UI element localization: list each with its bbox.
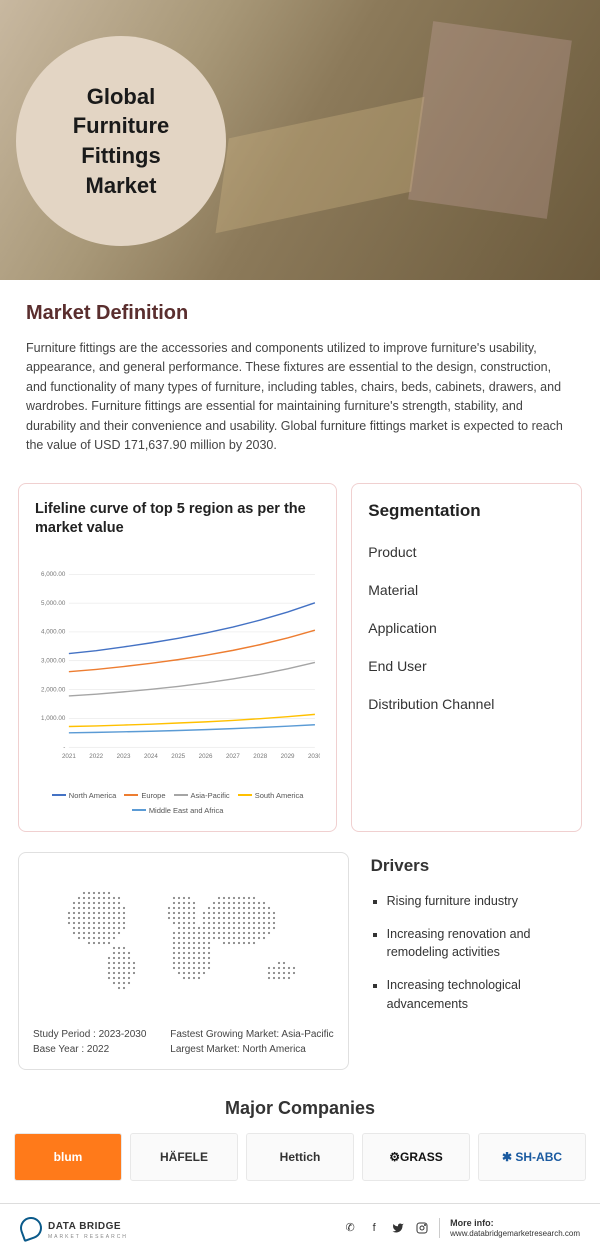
company-logo: HÄFELE <box>130 1133 238 1181</box>
more-info-url: www.databridgemarketresearch.com <box>450 1229 580 1238</box>
segmentation-card: Segmentation Product Material Application E… <box>351 483 582 832</box>
more-info: More info: www.databridgemarketresearch.… <box>439 1218 580 1238</box>
segmentation-item: Product <box>368 544 565 560</box>
title-line-2: Furniture Fittings <box>73 113 170 168</box>
driver-item: Rising furniture industry <box>387 892 578 911</box>
lifeline-chart-card: Lifeline curve of top 5 region as per th… <box>18 483 337 832</box>
legend-item: Europe <box>124 791 165 800</box>
definition-heading: Market Definition <box>26 302 574 325</box>
company-logos-row: blumHÄFELEHettich⚙GRASS✱ SH-ABC <box>0 1133 600 1203</box>
svg-text:2028: 2028 <box>253 753 267 760</box>
page-title: Global Furniture Fittings Market <box>36 82 206 201</box>
largest-market: Largest Market: North America <box>170 1042 333 1057</box>
chart-title: Lifeline curve of top 5 region as per th… <box>35 500 320 538</box>
drivers-heading: Drivers <box>371 856 578 876</box>
legend-item: South America <box>238 791 304 800</box>
line-chart: - 1,000.00 2,000.00 3,000.00 4,000.00 5,000.0… <box>35 552 320 815</box>
map-info-right: Fastest Growing Market: Asia-Pacific Lar… <box>170 1027 333 1057</box>
svg-text:2026: 2026 <box>199 753 213 760</box>
hero-banner: Global Furniture Fittings Market <box>0 0 600 280</box>
companies-heading: Major Companies <box>0 1090 600 1133</box>
svg-text:4,000.00: 4,000.00 <box>41 629 66 636</box>
company-logo: Hettich <box>246 1133 354 1181</box>
study-period: Study Period : 2023-2030 <box>33 1027 146 1042</box>
title-line-3: Market <box>86 173 157 198</box>
svg-text:2021: 2021 <box>62 753 76 760</box>
map-info-left: Study Period : 2023-2030 Base Year : 202… <box>33 1027 146 1057</box>
segmentation-item: End User <box>368 658 565 674</box>
hero-title-circle: Global Furniture Fittings Market <box>16 36 226 246</box>
more-info-label: More info: <box>450 1218 580 1229</box>
chart-segmentation-row: Lifeline curve of top 5 region as per th… <box>0 473 600 842</box>
brand-sub: MARKET RESEARCH <box>48 1234 128 1240</box>
legend-item: Asia-Pacific <box>174 791 230 800</box>
title-line-1: Global <box>87 84 155 109</box>
footer: DATA BRIDGE MARKET RESEARCH ✆ f More inf… <box>0 1203 600 1260</box>
svg-text:1,000.00: 1,000.00 <box>41 715 66 722</box>
company-logo: ✱ SH-ABC <box>478 1133 586 1181</box>
chart-svg: - 1,000.00 2,000.00 3,000.00 4,000.00 5,000.0… <box>35 552 320 782</box>
segmentation-heading: Segmentation <box>368 500 565 522</box>
world-map-svg <box>43 872 323 1012</box>
svg-text:3,000.00: 3,000.00 <box>41 657 66 664</box>
segmentation-list: Product Material Application End User Distri… <box>368 536 565 712</box>
footer-brand: DATA BRIDGE MARKET RESEARCH <box>20 1216 128 1240</box>
segmentation-item: Material <box>368 582 565 598</box>
legend-item: Middle East and Africa <box>132 806 224 815</box>
svg-text:2023: 2023 <box>117 753 131 760</box>
driver-item: Increasing technological advancements <box>387 976 578 1014</box>
segmentation-item: Distribution Channel <box>368 696 565 712</box>
brand-text: DATA BRIDGE MARKET RESEARCH <box>48 1216 128 1240</box>
driver-item: Increasing renovation and remodeling act… <box>387 925 578 963</box>
base-year: Base Year : 2022 <box>33 1042 146 1057</box>
map-drivers-row: Study Period : 2023-2030 Base Year : 202… <box>0 842 600 1090</box>
svg-text:2027: 2027 <box>226 753 240 760</box>
whatsapp-icon[interactable]: ✆ <box>343 1221 357 1235</box>
definition-text: Furniture fittings are the accessories a… <box>26 339 574 455</box>
svg-text:2022: 2022 <box>89 753 103 760</box>
fastest-market: Fastest Growing Market: Asia-Pacific <box>170 1027 333 1042</box>
definition-section: Market Definition Furniture fittings are… <box>0 280 600 473</box>
map-info-row: Study Period : 2023-2030 Base Year : 202… <box>33 1027 334 1057</box>
chart-legend: North America Europe Asia-Pacific South Ame… <box>35 791 320 815</box>
instagram-icon[interactable] <box>415 1221 429 1235</box>
brand-logo-icon <box>17 1214 45 1242</box>
svg-text:-: - <box>63 744 65 751</box>
twitter-icon[interactable] <box>391 1221 405 1235</box>
svg-text:2025: 2025 <box>171 753 185 760</box>
legend-item: North America <box>52 791 117 800</box>
svg-text:2,000.00: 2,000.00 <box>41 686 66 693</box>
world-map-card: Study Period : 2023-2030 Base Year : 202… <box>18 852 349 1070</box>
drivers-list: Rising furniture industry Increasing reno… <box>371 892 578 1014</box>
drivers-section: Drivers Rising furniture industry Increas… <box>363 852 582 1070</box>
svg-text:2029: 2029 <box>281 753 295 760</box>
footer-right: ✆ f More info: www.databridgemarketresea… <box>343 1218 580 1238</box>
brand-name: DATA BRIDGE <box>48 1221 121 1232</box>
svg-text:6,000.00: 6,000.00 <box>41 571 66 578</box>
facebook-icon[interactable]: f <box>367 1221 381 1235</box>
svg-text:5,000.00: 5,000.00 <box>41 600 66 607</box>
company-logo: blum <box>14 1133 122 1181</box>
svg-text:2030: 2030 <box>308 753 320 760</box>
world-map <box>33 867 334 1017</box>
segmentation-item: Application <box>368 620 565 636</box>
company-logo: ⚙GRASS <box>362 1133 470 1181</box>
svg-text:2024: 2024 <box>144 753 158 760</box>
